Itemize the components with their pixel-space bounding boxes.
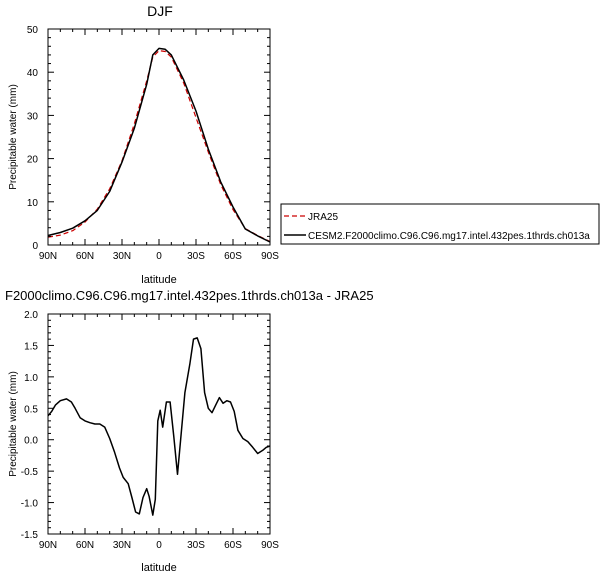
axes: 90N 60N 30N 0 30S 60S 90S -1.5 -1.0 -0.5 0.0 0.5 1.0… <box>21 310 279 551</box>
x-tick-label: 90N <box>39 251 57 262</box>
x-tick-label: 90S <box>261 251 279 262</box>
x-tick-label: 60S <box>224 251 242 262</box>
x-axis-label: latitude <box>141 562 176 574</box>
y-tick-label: -0.5 <box>21 467 39 478</box>
series-line-0 <box>47 337 271 516</box>
x-tick-label: 60N <box>76 251 94 262</box>
legend: JRA25 CESM2.F2000climo.C96.C96.mg17.inte… <box>280 203 600 245</box>
series-line-1 <box>47 47 271 243</box>
x-tick-label: 60S <box>224 540 242 551</box>
series-line-0 <box>47 49 271 243</box>
y-axis-label: Precipitable water (mm) <box>8 84 19 190</box>
y-tick-label: 0 <box>32 241 38 252</box>
y-tick-label: 30 <box>27 111 39 122</box>
x-tick-label: 90S <box>261 540 279 551</box>
y-tick-label: 50 <box>27 25 39 36</box>
legend-label-jra25: JRA25 <box>308 212 338 223</box>
x-tick-label: 60N <box>76 540 94 551</box>
x-tick-label: 90N <box>39 540 57 551</box>
y-tick-label: 10 <box>27 198 39 209</box>
x-tick-label: 0 <box>156 540 162 551</box>
x-axis-label: latitude <box>141 274 176 286</box>
y-tick-label: 0.0 <box>24 436 38 447</box>
x-tick-label: 30N <box>113 540 131 551</box>
y-tick-label: 20 <box>27 155 39 166</box>
x-tick-label: 0 <box>156 251 162 262</box>
series-lines <box>47 47 271 243</box>
y-tick-label: 1.5 <box>24 341 38 352</box>
legend-label-cesm2: CESM2.F2000climo.C96.C96.mg17.intel.432p… <box>308 231 590 242</box>
y-tick-label: -1.0 <box>21 499 39 510</box>
x-tick-label: 30N <box>113 251 131 262</box>
x-tick-label: 30S <box>187 540 205 551</box>
y-tick-label: 40 <box>27 68 39 79</box>
series-lines <box>47 337 271 516</box>
mean-precipitable-water-chart: DJF 90N 60N 30N 0 30S 60S 90S 0 10 20 30 40 50 latit… <box>8 3 279 286</box>
y-tick-label: 0.5 <box>24 404 38 415</box>
y-tick-label: 1.0 <box>24 373 38 384</box>
y-axis-label: Precipitable water (mm) <box>8 371 19 477</box>
chart-title: DJF <box>147 3 173 19</box>
y-tick-label: -1.5 <box>21 530 39 541</box>
chart-title: F2000climo.C96.C96.mg17.intel.432pes.1th… <box>5 288 374 303</box>
x-tick-label: 30S <box>187 251 205 262</box>
difference-chart: F2000climo.C96.C96.mg17.intel.432pes.1th… <box>5 288 374 574</box>
axes: 90N 60N 30N 0 30S 60S 90S 0 10 20 30 40 50 <box>27 25 279 262</box>
y-tick-label: 2.0 <box>24 310 38 321</box>
legend-box <box>280 203 600 245</box>
